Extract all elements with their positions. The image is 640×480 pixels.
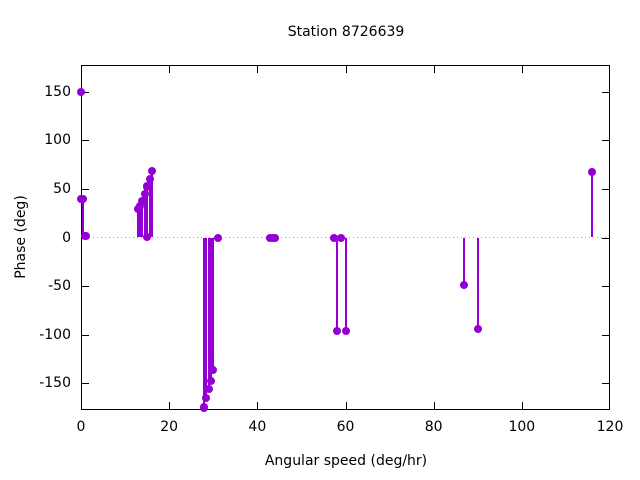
chart-title: Station 8726639 — [287, 24, 405, 40]
x-tick-mark — [345, 65, 347, 73]
impulse-line — [344, 237, 347, 331]
y-tick-mark — [602, 188, 610, 190]
data-point — [77, 87, 86, 96]
y-tick-mark — [81, 286, 89, 288]
x-tick-label: 0 — [76, 419, 86, 435]
x-tick-mark — [257, 402, 259, 410]
data-point — [204, 385, 213, 394]
impulse-line — [139, 206, 142, 238]
x-tick-label: 40 — [248, 419, 267, 435]
x-tick-label: 120 — [596, 419, 624, 435]
y-tick-mark — [602, 383, 610, 385]
data-point — [143, 232, 152, 241]
y-axis-label: Phase (deg) — [13, 195, 29, 279]
x-tick-label: 20 — [160, 419, 179, 435]
data-point — [207, 377, 216, 386]
data-point — [332, 326, 341, 335]
data-point — [213, 233, 222, 242]
y-tick-label: 50 — [53, 180, 71, 197]
data-point — [81, 231, 90, 240]
impulse-stems-layer — [81, 65, 610, 410]
impulse-line — [203, 237, 206, 408]
data-point — [202, 393, 211, 402]
impulse-line — [212, 237, 215, 370]
y-tick-label: 100 — [44, 132, 71, 149]
x-tick-label: 100 — [508, 419, 536, 435]
plot-area — [77, 65, 610, 413]
y-tick-mark — [81, 91, 89, 93]
y-tick-mark — [602, 237, 610, 239]
x-tick-mark — [169, 65, 171, 73]
y-tick-mark — [81, 188, 89, 190]
data-point — [588, 168, 597, 177]
x-tick-mark — [521, 65, 523, 73]
impulse-line — [148, 179, 151, 238]
y-tick-label: -100 — [39, 326, 71, 343]
impulse-line — [205, 237, 208, 398]
data-point — [148, 167, 157, 176]
y-tick-mark — [81, 140, 89, 142]
impulse-line — [146, 186, 149, 238]
data-point — [341, 326, 350, 335]
impulse-line — [207, 237, 210, 390]
y-tick-label: -150 — [39, 375, 71, 392]
x-tick-mark — [433, 402, 435, 410]
y-tick-mark — [602, 91, 610, 93]
x-axis-label: Angular speed (deg/hr) — [264, 453, 428, 469]
impulse-line — [476, 237, 479, 329]
x-tick-mark — [521, 402, 523, 410]
y-tick-labels: -150 -100 -50 0 50 100 150 — [0, 65, 71, 410]
data-point — [330, 233, 339, 242]
y-tick-label: 0 — [62, 229, 71, 246]
impulse-line — [463, 237, 466, 286]
x-tick-mark — [257, 65, 259, 73]
y-tick-mark — [602, 286, 610, 288]
y-tick-mark — [81, 334, 89, 336]
data-point — [136, 202, 145, 211]
y-tick-mark — [81, 383, 89, 385]
impulse-line — [82, 198, 85, 238]
impulse-line — [141, 200, 144, 238]
data-point — [200, 403, 209, 412]
data-point — [143, 182, 152, 191]
x-tick-label: 80 — [424, 419, 443, 435]
x-tick-label: 60 — [336, 419, 355, 435]
x-tick-mark — [345, 402, 347, 410]
impulse-line — [210, 237, 213, 382]
data-points-layer — [77, 65, 610, 413]
data-point — [473, 324, 482, 333]
data-point — [138, 196, 147, 205]
data-point — [460, 281, 469, 290]
y-tick-mark — [602, 140, 610, 142]
x-tick-mark — [433, 65, 435, 73]
impulse-line — [335, 237, 338, 331]
y-tick-label: -50 — [48, 278, 71, 295]
impulse-line — [591, 172, 594, 238]
data-point — [271, 234, 280, 243]
data-point — [79, 194, 88, 203]
data-point — [145, 175, 154, 184]
x-tick-mark — [169, 402, 171, 410]
data-point — [337, 233, 346, 242]
data-point — [209, 365, 218, 374]
impulse-line — [136, 209, 139, 238]
impulse-line — [143, 193, 146, 238]
impulse-line — [151, 171, 154, 238]
data-point — [140, 189, 149, 198]
y-tick-label: 150 — [44, 83, 71, 100]
y-tick-mark — [602, 334, 610, 336]
x-tick-labels: 0 20 40 60 80 100 120 — [77, 419, 624, 439]
